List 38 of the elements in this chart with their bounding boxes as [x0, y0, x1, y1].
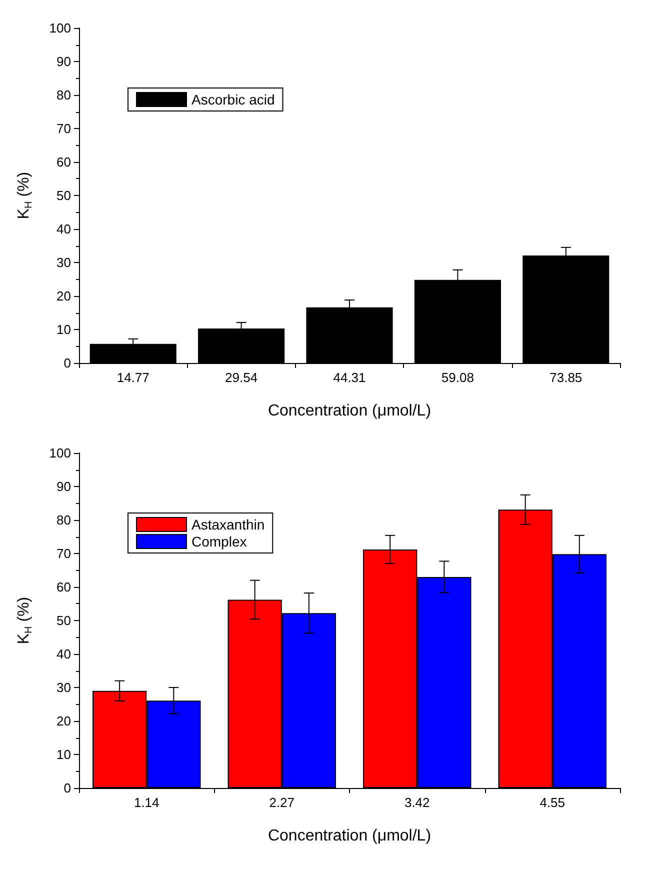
y-tick-label: 100	[49, 446, 71, 460]
y-tick-label: 60	[56, 580, 71, 594]
y-tick-label: 100	[49, 20, 71, 36]
y-tick-label: 50	[56, 613, 71, 628]
x-tick-label: 73.85	[550, 370, 582, 385]
y-tick-label: 0	[64, 356, 71, 370]
y-tick-label: 10	[56, 747, 71, 762]
y-tick-label: 80	[56, 512, 71, 528]
x-tick-label: 44.31	[333, 370, 366, 385]
x-axis-title: Concentration (μmol/L)	[268, 402, 432, 420]
x-tick-label: 59.08	[441, 370, 474, 385]
y-tick-label: 30	[56, 680, 71, 695]
legend-label: Astaxanthin	[192, 516, 265, 532]
y-tick-label: 50	[56, 188, 71, 203]
y-tick-label: 20	[56, 288, 71, 304]
y-tick-label: 90	[56, 54, 71, 69]
y-axis-title: KH (%)	[16, 172, 34, 220]
y-tick-label: 40	[56, 222, 71, 236]
y-axis-title: KH (%)	[16, 596, 34, 644]
y-tick-label: 70	[56, 121, 71, 136]
y-tick-label: 30	[56, 255, 71, 270]
y-tick-label: 80	[56, 88, 71, 102]
y-tick-label: 10	[56, 322, 71, 337]
legend-label: Complex	[192, 534, 247, 550]
legend-label: Ascorbic acid	[192, 92, 275, 108]
x-tick-label: 2.27	[269, 795, 295, 810]
x-tick-label: 29.54	[225, 370, 258, 385]
y-tick-label: 60	[56, 154, 71, 170]
y-tick-label: 40	[56, 646, 71, 662]
x-tick-label: 3.42	[404, 795, 430, 810]
x-tick-label: 4.55	[540, 795, 566, 810]
x-axis-title: Concentration (μmol/L)	[268, 828, 432, 844]
y-tick-label: 90	[56, 479, 71, 494]
y-tick-label: 70	[56, 546, 71, 561]
y-tick-label: 20	[56, 714, 71, 728]
x-tick-label: 14.77	[116, 370, 150, 385]
x-tick-label: 1.14	[134, 795, 160, 810]
y-tick-label: 0	[64, 780, 71, 796]
